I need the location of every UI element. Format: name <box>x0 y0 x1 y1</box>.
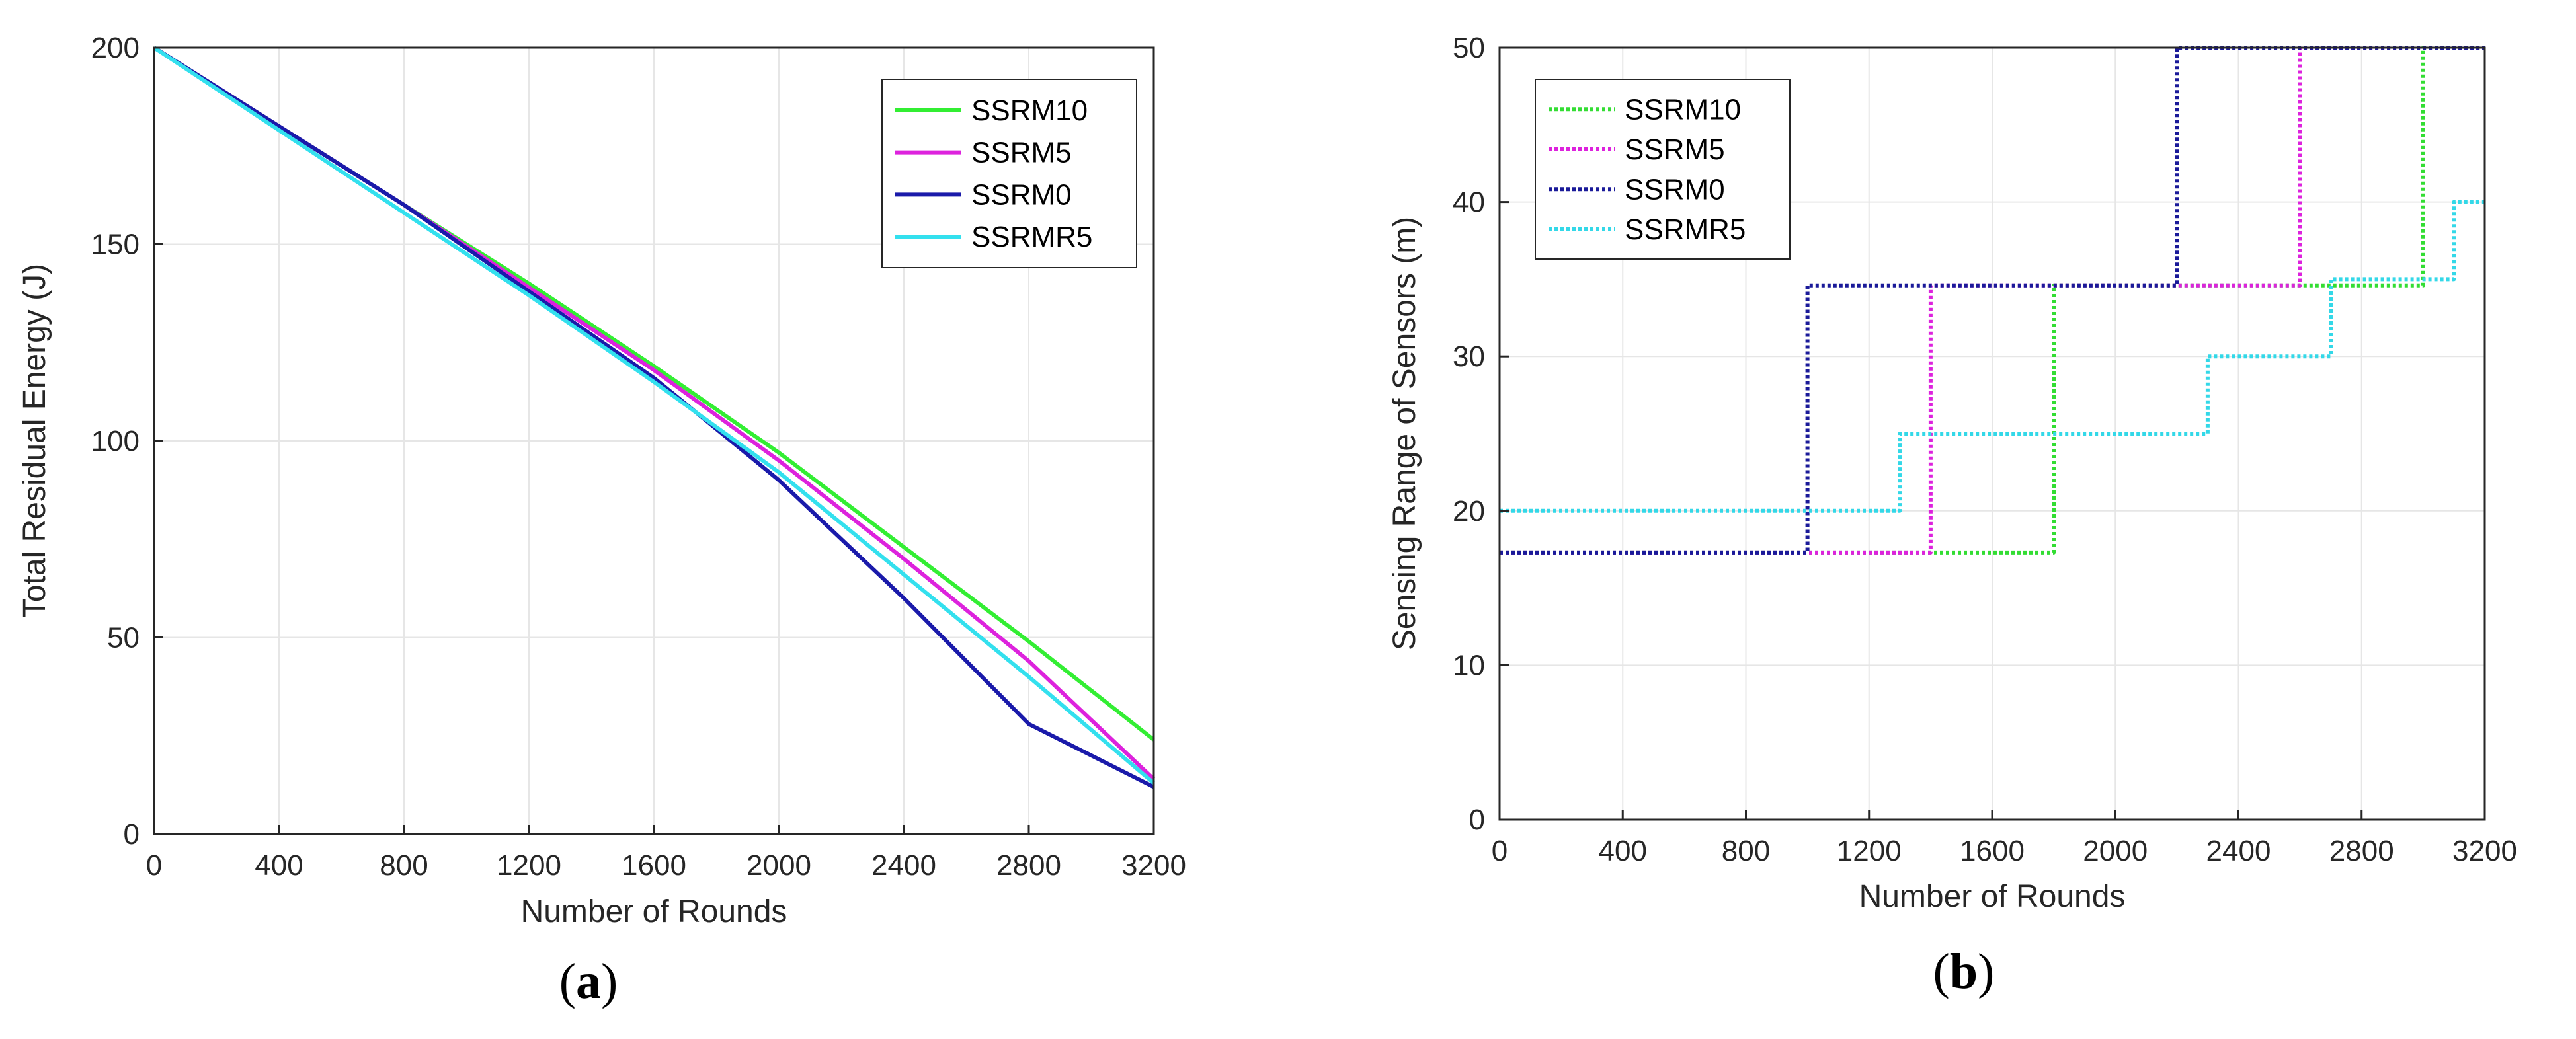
pb-y-axis-label: Sensing Range of Sensors (m) <box>1387 217 1422 650</box>
pa-legend-label-ssrm10: SSRM10 <box>971 95 1088 127</box>
pa-legend: SSRM10 SSRM5 SSRM0 SSRMR5 <box>881 79 1137 268</box>
pb-x-axis-label: Number of Rounds <box>1859 879 2126 914</box>
pb-series-line-ssrmr5 <box>1500 200 2485 513</box>
pb-y-tick-label-3: 30 <box>1453 340 1485 373</box>
chart-panel-a: 0 400 800 1200 1600 2000 2400 2800 3200 0 50 100 150… <box>17 32 1186 929</box>
pa-legend-label-ssrm0: SSRM0 <box>971 178 1072 211</box>
pb-x-tick-label-7: 2800 <box>2329 835 2394 867</box>
pb-legend-box <box>1535 79 1791 260</box>
caption-b-open: ( <box>1933 944 1950 999</box>
pb-x-tick-label-3: 1200 <box>1837 835 1902 867</box>
pa-x-tick-label-2: 800 <box>380 849 428 882</box>
pb-y-tick-label-4: 40 <box>1453 186 1485 219</box>
pa-y-tick-label-4: 200 <box>91 32 140 64</box>
caption-b-close: ) <box>1978 944 1994 999</box>
pb-x-tick-label-4: 1600 <box>1960 835 2025 867</box>
pa-series-line-ssrmr5 <box>153 46 1155 785</box>
pa-x-tick-label-3: 1200 <box>497 849 561 882</box>
pb-legend: SSRM10 SSRM5 SSRM0 SSRMR5 <box>1535 79 1791 260</box>
caption-b-letter: b <box>1950 944 1978 999</box>
pa-x-tick-label-4: 1600 <box>622 849 686 882</box>
pb-x-tick-label-0: 0 <box>1492 835 1508 867</box>
chart-panel-b: 0 400 800 1200 1600 2000 2400 2800 3200 0 10 20 30 40… <box>1387 32 2517 914</box>
pa-legend-label-ssrmr5: SSRMR5 <box>971 221 1092 253</box>
pa-x-tick-label-8: 3200 <box>1121 849 1186 882</box>
pb-legend-label-ssrm10: SSRM10 <box>1625 93 1741 126</box>
caption-a-close: ) <box>601 954 618 1009</box>
pb-y-tick-label-2: 20 <box>1453 495 1485 527</box>
caption-a-open: ( <box>559 954 576 1009</box>
pa-y-axis-label: Total Residual Energy (J) <box>17 264 52 618</box>
pb-x-tick-label-6: 2400 <box>2206 835 2271 867</box>
caption-a-letter: a <box>576 954 601 1009</box>
pa-y-tick-label-1: 50 <box>107 622 140 654</box>
pb-legend-label-ssrm5: SSRM5 <box>1625 134 1725 166</box>
pb-x-tick-label-1: 400 <box>1599 835 1647 867</box>
pb-legend-label-ssrmr5: SSRMR5 <box>1625 213 1746 246</box>
caption-a: (a) <box>559 954 618 1009</box>
pb-legend-label-ssrm0: SSRM0 <box>1625 173 1725 206</box>
pb-y-tick-label-5: 50 <box>1453 32 1485 64</box>
pa-y-tick-label-0: 0 <box>124 818 140 851</box>
pb-y-tick-label-1: 10 <box>1453 649 1485 681</box>
pb-x-tick-label-2: 800 <box>1722 835 1770 867</box>
pa-x-tick-label-6: 2400 <box>871 849 936 882</box>
pb-x-tick-label-5: 2000 <box>2083 835 2148 867</box>
pb-y-tick-label-0: 0 <box>1469 804 1485 836</box>
pa-x-tick-label-0: 0 <box>146 849 162 882</box>
caption-b: (b) <box>1933 944 1995 999</box>
pa-x-tick-label-1: 400 <box>255 849 303 882</box>
pa-y-tick-label-2: 100 <box>91 425 140 457</box>
pb-x-tick-label-8: 3200 <box>2452 835 2517 867</box>
pa-x-tick-label-7: 2800 <box>996 849 1061 882</box>
pa-x-axis-label: Number of Rounds <box>521 894 787 929</box>
pa-x-tick-label-5: 2000 <box>746 849 811 882</box>
pa-series-line-ssrm0 <box>153 46 1155 789</box>
pa-y-tick-label-3: 150 <box>91 229 140 261</box>
pa-legend-label-ssrm5: SSRM5 <box>971 137 1072 169</box>
